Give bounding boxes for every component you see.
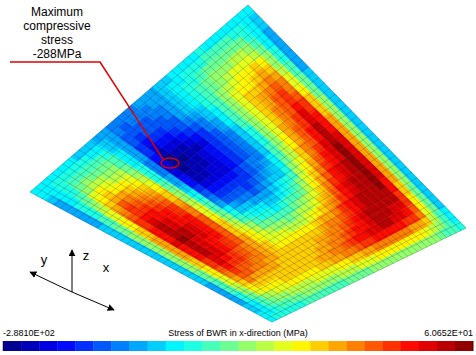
mesh-line	[232, 19, 452, 235]
colorbar-band	[130, 341, 148, 351]
mesh-line	[243, 10, 462, 231]
axis-label: z	[83, 248, 90, 263]
mesh-line	[272, 228, 466, 322]
colorbar-band	[3, 341, 21, 351]
colorbar-tick-label: 6.0652E+01	[424, 328, 473, 338]
colorbar: -2.8810E+02 6.0652E+01 Stress of BWR in x-…	[3, 328, 473, 351]
colorbar-band	[274, 341, 292, 351]
colorbar-band	[455, 341, 473, 351]
colorbar-tick	[3, 341, 4, 351]
mesh-line	[237, 14, 456, 232]
colorbar-band	[419, 341, 437, 351]
mesh-line	[266, 222, 461, 318]
colorbar-band	[310, 341, 328, 351]
mesh-line	[242, 200, 439, 306]
colorbar-band	[75, 341, 93, 351]
colorbar-band	[166, 341, 184, 351]
mesh-line	[215, 33, 437, 242]
colorbar-band	[238, 341, 256, 351]
colorbar-band	[220, 341, 238, 351]
colorbar-label: Stress of BWR in x-direction (MPa)	[168, 328, 308, 338]
chart: Maximumcompressivestress-288MPa x y z -2.881…	[0, 0, 476, 355]
surface	[30, 5, 466, 322]
annotation: stress	[41, 33, 73, 47]
annotation: Maximum	[31, 5, 83, 19]
mesh	[30, 5, 466, 322]
colorbar-band	[148, 341, 166, 351]
colorbar-band	[93, 341, 111, 351]
colorbar-band	[328, 341, 346, 351]
colorbar-band	[21, 341, 39, 351]
mesh-line	[248, 5, 466, 228]
mesh-line	[248, 206, 444, 309]
leader-line	[10, 62, 163, 159]
axis-label: y	[41, 252, 48, 267]
mesh-line	[254, 211, 450, 312]
min-marker	[161, 158, 179, 168]
colorbar-band	[202, 341, 220, 351]
annotation: compressive	[23, 19, 91, 33]
mesh-line	[221, 28, 442, 239]
axis-triad: x y z	[30, 248, 114, 310]
axis-label: x	[103, 260, 110, 275]
chart-root: Maximumcompressivestress-288MPa x y z -2.881…	[0, 0, 476, 355]
axis-arrow	[72, 292, 114, 310]
colorbar-band	[39, 341, 57, 351]
mesh-line	[226, 24, 446, 238]
colorbar-band	[184, 341, 202, 351]
colorbar-band	[346, 341, 364, 351]
colorbar-band	[57, 341, 75, 351]
colorbar-tick	[473, 341, 474, 351]
axis-arrow	[30, 272, 72, 292]
colorbar-band	[111, 341, 129, 351]
colorbar-band	[292, 341, 310, 351]
mesh-line	[260, 217, 455, 316]
colorbar-band	[256, 341, 274, 351]
colorbar-tick-label: -2.8810E+02	[3, 328, 55, 338]
colorbar-band	[365, 341, 383, 351]
axis-arrow	[72, 250, 73, 292]
annotation: -288MPa	[33, 47, 82, 61]
colorbar-band	[383, 341, 401, 351]
colorbar-band	[401, 341, 419, 351]
colorbar-band	[437, 341, 455, 351]
